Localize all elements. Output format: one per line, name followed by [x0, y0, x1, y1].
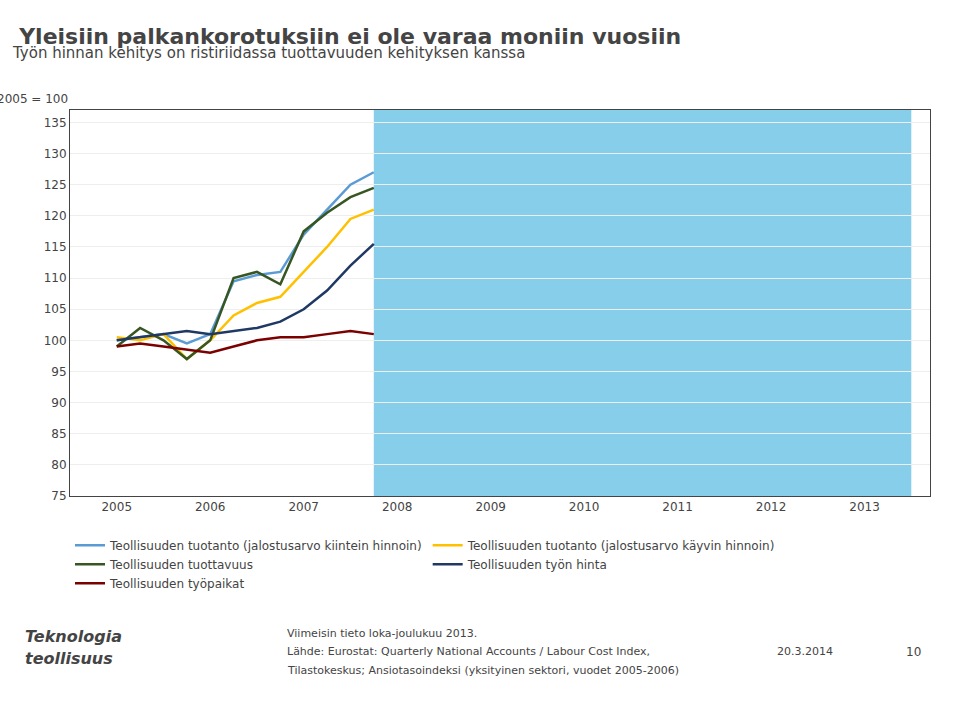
svg-text:135: 135: [44, 116, 67, 130]
svg-text:Viimeisin tieto loka-joulukuu: Viimeisin tieto loka-joulukuu 2013.: [287, 627, 477, 640]
svg-text:85: 85: [51, 427, 66, 441]
svg-text:Yleisiin palkankorotuksiin ei: Yleisiin palkankorotuksiin ei ole varaa …: [18, 24, 681, 49]
svg-text:95: 95: [51, 365, 66, 379]
svg-text:10: 10: [906, 645, 921, 659]
svg-text:120: 120: [44, 209, 67, 223]
svg-text:20.3.2014: 20.3.2014: [777, 645, 833, 658]
svg-text:2007: 2007: [288, 500, 319, 514]
svg-text:Teollisuuden tuottavuus: Teollisuuden tuottavuus: [109, 558, 253, 572]
svg-text:115: 115: [44, 240, 67, 254]
svg-text:Teollisuuden työn hinta: Teollisuuden työn hinta: [467, 558, 607, 572]
svg-text:2013: 2013: [849, 500, 880, 514]
svg-text:90: 90: [51, 396, 66, 410]
svg-text:2005 = 100: 2005 = 100: [0, 92, 68, 106]
svg-text:Teollisuuden tuotanto (jalostu: Teollisuuden tuotanto (jalostusarvo käyv…: [467, 539, 775, 553]
svg-text:110: 110: [44, 271, 67, 285]
svg-text:100: 100: [44, 334, 67, 348]
svg-text:Työn hinnan kehitys on ristiri: Työn hinnan kehitys on ristiriidassa tuo…: [12, 44, 525, 62]
svg-text:80: 80: [51, 458, 66, 472]
svg-text:125: 125: [44, 178, 67, 192]
svg-text:2006: 2006: [195, 500, 226, 514]
svg-text:2011: 2011: [662, 500, 693, 514]
svg-text:teollisuus: teollisuus: [25, 649, 113, 668]
svg-text:130: 130: [44, 147, 67, 161]
svg-text:Teknologia: Teknologia: [25, 627, 122, 646]
svg-text:Teollisuuden tuotanto (jalostu: Teollisuuden tuotanto (jalostusarvo kiin…: [109, 539, 422, 553]
svg-text:105: 105: [44, 302, 67, 316]
svg-text:Tilastokeskus; Ansiotasoindeks: Tilastokeskus; Ansiotasoindeksi (yksityi…: [287, 664, 679, 677]
svg-text:75: 75: [51, 489, 66, 503]
svg-text:Lähde: Eurostat: Quarterly Nat: Lähde: Eurostat: Quarterly National Acco…: [287, 645, 650, 658]
svg-text:2005: 2005: [101, 500, 132, 514]
svg-text:2009: 2009: [475, 500, 506, 514]
svg-text:Teollisuuden työpaikat: Teollisuuden työpaikat: [109, 577, 244, 591]
svg-text:2008: 2008: [382, 500, 413, 514]
svg-text:2012: 2012: [756, 500, 787, 514]
svg-text:2010: 2010: [569, 500, 600, 514]
